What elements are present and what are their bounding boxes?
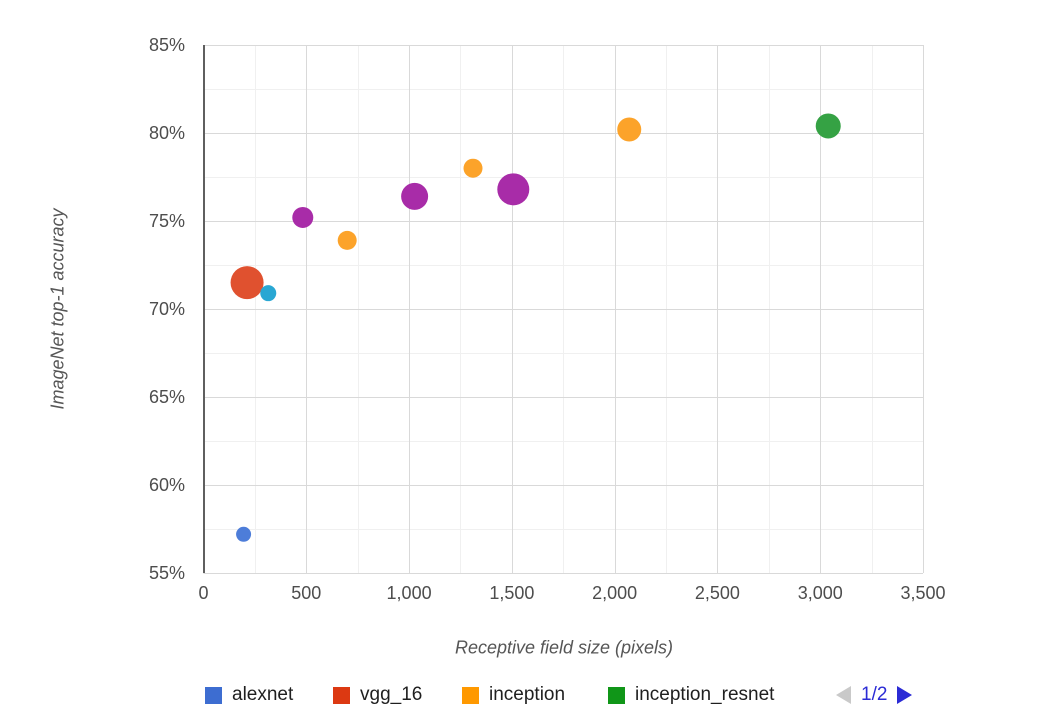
legend-label-alexnet: alexnet <box>232 684 294 705</box>
x-tick-label: 3,000 <box>798 583 843 603</box>
legend-label-inception-resnet: inception_resnet <box>635 684 775 705</box>
legend-swatch-inception-resnet <box>608 686 625 704</box>
legend-swatch-vgg-16 <box>333 686 350 704</box>
legend-swatch-inception <box>462 686 479 704</box>
legend-pagination: 1/2 <box>836 684 913 705</box>
y-tick-label: 55% <box>149 563 185 583</box>
data-point-series-magenta[interactable] <box>497 173 530 206</box>
y-tick-label: 80% <box>149 123 185 143</box>
data-point-series-magenta[interactable] <box>292 206 314 228</box>
y-tick-label: 70% <box>149 299 185 319</box>
x-tick-label: 2,000 <box>592 583 637 603</box>
data-point-inception[interactable] <box>463 158 483 178</box>
legend-next-page-icon[interactable] <box>897 686 913 704</box>
x-tick-label: 3,500 <box>900 583 945 603</box>
x-axis-title: Receptive field size (pixels) <box>454 637 674 658</box>
legend-swatch-alexnet <box>205 686 222 704</box>
y-tick-label: 65% <box>149 387 185 407</box>
legend-label-inception: inception <box>489 684 566 705</box>
x-tick-label: 0 <box>198 583 208 603</box>
x-tick-label: 500 <box>291 583 321 603</box>
x-tick-label: 2,500 <box>695 583 740 603</box>
y-tick-label: 60% <box>149 475 185 495</box>
legend-item-vgg-16[interactable]: vgg_16 <box>333 685 422 705</box>
legend-prev-page-icon[interactable] <box>836 686 851 704</box>
legend-label-vgg-16: vgg_16 <box>360 684 423 705</box>
data-point-inception[interactable] <box>337 230 357 250</box>
data-point-alexnet[interactable] <box>236 526 252 542</box>
legend-item-inception-resnet[interactable]: inception_resnet <box>608 685 774 705</box>
data-point-series-magenta[interactable] <box>401 182 429 210</box>
y-tick-label: 75% <box>149 211 185 231</box>
legend-page-indicator: 1/2 <box>861 684 888 705</box>
x-tick-label: 1,000 <box>387 583 432 603</box>
y-tick-label: 85% <box>149 35 185 55</box>
data-point-series-cyan[interactable] <box>260 285 277 302</box>
data-point-vgg_16[interactable] <box>230 266 264 300</box>
legend-item-inception[interactable]: inception <box>462 685 565 705</box>
x-tick-label: 1,500 <box>489 583 534 603</box>
data-point-inception_resnet[interactable] <box>815 113 841 139</box>
legend-item-alexnet[interactable]: alexnet <box>205 685 293 705</box>
data-point-inception[interactable] <box>617 117 642 142</box>
